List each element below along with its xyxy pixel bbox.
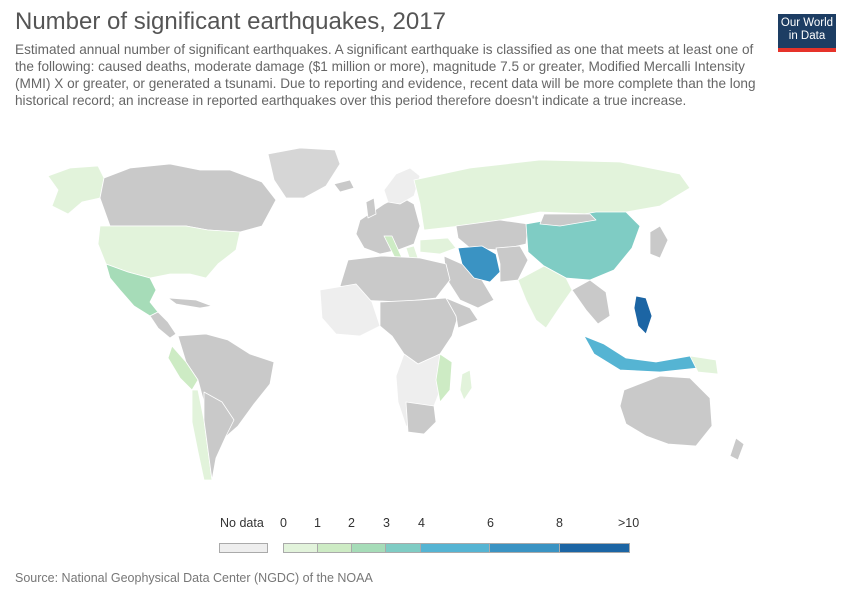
region-caribbean[interactable] bbox=[167, 297, 213, 309]
region-central-america[interactable] bbox=[149, 311, 177, 339]
legend-swatch-4-6[interactable] bbox=[420, 543, 490, 553]
region-scandinavia[interactable] bbox=[383, 167, 421, 205]
legend-swatch-no-data[interactable] bbox=[219, 543, 268, 553]
region-australia[interactable] bbox=[619, 375, 713, 447]
region-south-africa[interactable] bbox=[405, 401, 437, 435]
region-canada[interactable] bbox=[99, 163, 277, 233]
chart-title: Number of significant earthquakes, 2017 bbox=[15, 8, 446, 35]
legend-tick-1: 1 bbox=[314, 516, 321, 530]
region-new-zealand[interactable] bbox=[729, 437, 745, 461]
region-west-africa[interactable] bbox=[319, 283, 381, 337]
region-uk[interactable] bbox=[365, 197, 377, 219]
region-mozambique[interactable] bbox=[435, 353, 453, 403]
region-indonesia[interactable] bbox=[583, 335, 699, 373]
legend-swatch-0-1[interactable] bbox=[283, 543, 318, 553]
region-se-asia[interactable] bbox=[571, 279, 611, 325]
region-brazil-etc[interactable] bbox=[177, 333, 275, 441]
legend-tick-3: 3 bbox=[383, 516, 390, 530]
logo-line-1: Our World bbox=[780, 17, 834, 29]
region-alaska[interactable] bbox=[47, 165, 105, 215]
logo-line-2: in Data bbox=[788, 30, 826, 42]
region-madagascar[interactable] bbox=[459, 369, 473, 401]
legend-no-data-label: No data bbox=[220, 516, 264, 530]
legend-tick-2: 2 bbox=[348, 516, 355, 530]
region-japan[interactable] bbox=[649, 225, 669, 259]
region-horn-africa[interactable] bbox=[445, 297, 479, 329]
legend-swatch-8-10[interactable] bbox=[559, 543, 630, 553]
legend-tick-max: >10 bbox=[618, 516, 640, 530]
region-philippines[interactable] bbox=[633, 295, 653, 335]
legend-swatch-6-8[interactable] bbox=[489, 543, 560, 553]
region-iran[interactable] bbox=[457, 245, 501, 283]
region-india[interactable] bbox=[517, 265, 573, 329]
source-note: Source: National Geophysical Data Center… bbox=[15, 571, 373, 585]
region-mongolia[interactable] bbox=[539, 213, 597, 227]
region-central-africa[interactable] bbox=[379, 297, 459, 365]
legend-tick-0: 0 bbox=[280, 516, 287, 530]
owid-logo[interactable]: Our World in Data bbox=[778, 14, 836, 52]
region-central-asia[interactable] bbox=[455, 219, 529, 251]
legend-tick-8: 8 bbox=[556, 516, 563, 530]
region-greenland[interactable] bbox=[267, 147, 341, 199]
region-europe[interactable] bbox=[355, 195, 421, 255]
chart-subtitle: Estimated annual number of significant e… bbox=[15, 42, 756, 108]
legend-swatch-2-3[interactable] bbox=[351, 543, 386, 553]
legend-swatch-3-4[interactable] bbox=[385, 543, 421, 553]
region-argentina[interactable] bbox=[203, 391, 235, 481]
region-png[interactable] bbox=[689, 355, 719, 375]
legend-labels: No data 0 1 2 3 4 6 8 >10 bbox=[0, 516, 850, 532]
legend-tick-4: 4 bbox=[418, 516, 425, 530]
region-china[interactable] bbox=[525, 211, 641, 281]
legend-swatch-1-2[interactable] bbox=[317, 543, 352, 553]
region-afghanistan-pakistan[interactable] bbox=[495, 245, 529, 283]
legend-tick-6: 6 bbox=[487, 516, 494, 530]
region-turkey[interactable] bbox=[419, 237, 457, 255]
region-iceland[interactable] bbox=[333, 179, 355, 193]
world-map[interactable] bbox=[0, 140, 850, 520]
